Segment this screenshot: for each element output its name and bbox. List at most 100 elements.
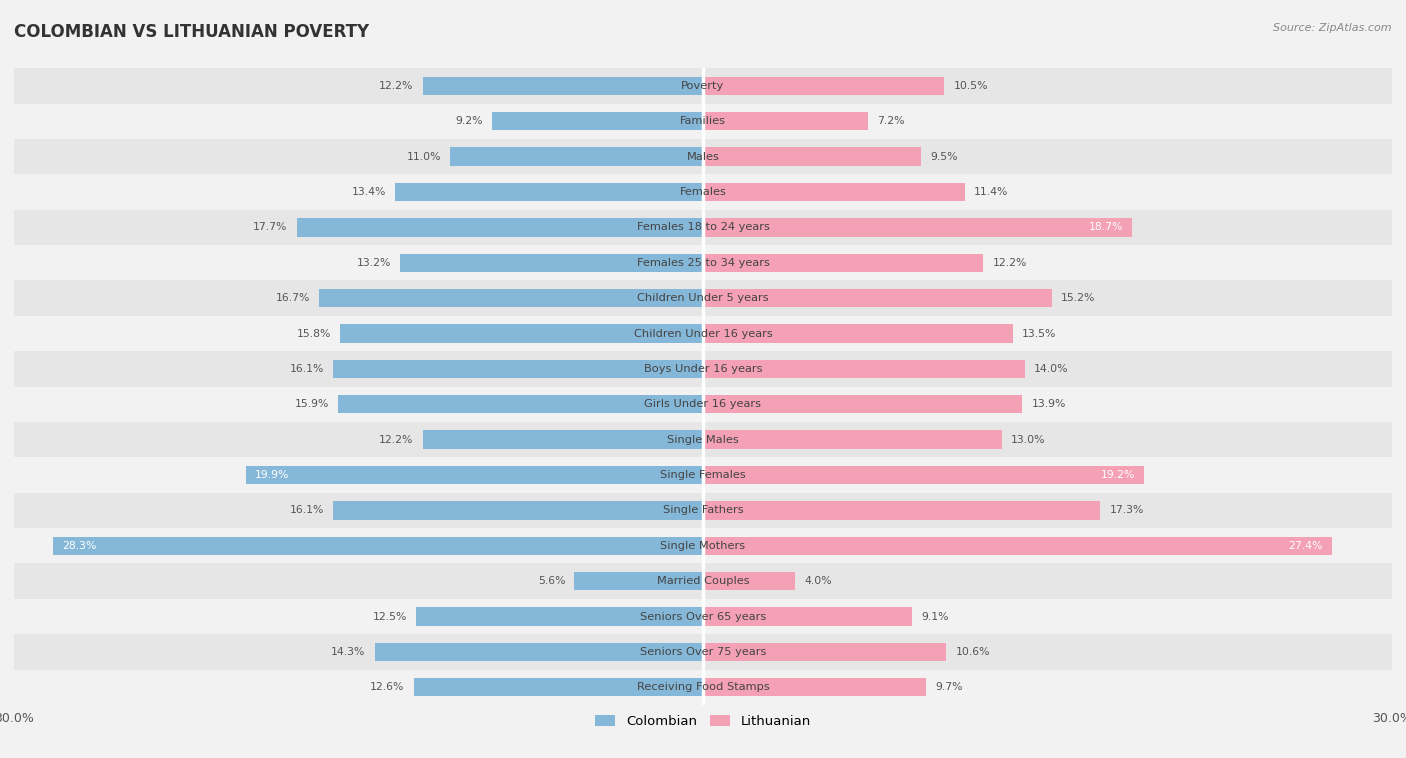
Bar xyxy=(14,422,1392,457)
Text: 12.2%: 12.2% xyxy=(380,434,413,445)
Bar xyxy=(703,183,965,201)
Bar xyxy=(319,289,703,307)
Text: 13.9%: 13.9% xyxy=(1032,399,1066,409)
Bar xyxy=(703,395,1022,413)
Text: 9.1%: 9.1% xyxy=(921,612,949,622)
Text: Single Males: Single Males xyxy=(666,434,740,445)
Bar xyxy=(14,669,1392,705)
Bar xyxy=(14,245,1392,280)
Bar xyxy=(395,183,703,201)
Bar xyxy=(14,139,1392,174)
Bar xyxy=(333,360,703,378)
Text: 28.3%: 28.3% xyxy=(62,540,97,551)
Bar xyxy=(703,218,1132,236)
Bar xyxy=(333,501,703,519)
Text: Boys Under 16 years: Boys Under 16 years xyxy=(644,364,762,374)
Text: 19.9%: 19.9% xyxy=(256,470,290,480)
Text: 7.2%: 7.2% xyxy=(877,116,905,127)
Text: Females 25 to 34 years: Females 25 to 34 years xyxy=(637,258,769,268)
Bar xyxy=(14,104,1392,139)
Text: Source: ZipAtlas.com: Source: ZipAtlas.com xyxy=(1274,23,1392,33)
Bar xyxy=(337,395,703,413)
Bar xyxy=(14,174,1392,210)
Bar xyxy=(14,351,1392,387)
Text: 10.6%: 10.6% xyxy=(956,647,990,657)
Bar xyxy=(14,528,1392,563)
Text: Females 18 to 24 years: Females 18 to 24 years xyxy=(637,222,769,233)
Bar xyxy=(14,599,1392,634)
Text: 18.7%: 18.7% xyxy=(1088,222,1123,233)
Text: 12.2%: 12.2% xyxy=(380,81,413,91)
Bar xyxy=(14,316,1392,351)
Text: 16.7%: 16.7% xyxy=(276,293,311,303)
Legend: Colombian, Lithuanian: Colombian, Lithuanian xyxy=(591,709,815,733)
Text: 14.3%: 14.3% xyxy=(330,647,366,657)
Text: Families: Families xyxy=(681,116,725,127)
Text: Single Fathers: Single Fathers xyxy=(662,506,744,515)
Bar xyxy=(703,466,1144,484)
Text: Single Mothers: Single Mothers xyxy=(661,540,745,551)
Bar xyxy=(14,634,1392,669)
Bar xyxy=(14,493,1392,528)
Bar xyxy=(14,457,1392,493)
Text: 11.0%: 11.0% xyxy=(406,152,441,161)
Text: Seniors Over 75 years: Seniors Over 75 years xyxy=(640,647,766,657)
Text: 15.2%: 15.2% xyxy=(1062,293,1095,303)
Text: 10.5%: 10.5% xyxy=(953,81,988,91)
Text: Poverty: Poverty xyxy=(682,81,724,91)
Bar xyxy=(703,112,869,130)
Text: 15.8%: 15.8% xyxy=(297,328,330,339)
Text: Males: Males xyxy=(686,152,720,161)
Text: 27.4%: 27.4% xyxy=(1289,540,1323,551)
Text: 11.4%: 11.4% xyxy=(974,187,1008,197)
Bar xyxy=(703,289,1052,307)
Text: 19.2%: 19.2% xyxy=(1101,470,1135,480)
Bar xyxy=(703,148,921,166)
Text: 12.5%: 12.5% xyxy=(373,612,406,622)
Text: 9.7%: 9.7% xyxy=(935,682,963,692)
Text: 12.6%: 12.6% xyxy=(370,682,405,692)
Bar xyxy=(14,210,1392,245)
Bar xyxy=(246,466,703,484)
Bar xyxy=(703,643,946,661)
Bar xyxy=(53,537,703,555)
Bar xyxy=(703,572,794,590)
Text: 12.2%: 12.2% xyxy=(993,258,1026,268)
Bar xyxy=(703,501,1101,519)
Bar xyxy=(399,254,703,272)
Text: 5.6%: 5.6% xyxy=(537,576,565,586)
Text: Girls Under 16 years: Girls Under 16 years xyxy=(644,399,762,409)
Text: 13.5%: 13.5% xyxy=(1022,328,1056,339)
Text: 17.7%: 17.7% xyxy=(253,222,287,233)
Text: COLOMBIAN VS LITHUANIAN POVERTY: COLOMBIAN VS LITHUANIAN POVERTY xyxy=(14,23,370,41)
Bar xyxy=(413,678,703,697)
Bar xyxy=(492,112,703,130)
Bar xyxy=(450,148,703,166)
Bar xyxy=(14,387,1392,422)
Bar xyxy=(374,643,703,661)
Bar xyxy=(423,431,703,449)
Bar xyxy=(14,563,1392,599)
Text: 14.0%: 14.0% xyxy=(1033,364,1069,374)
Text: 17.3%: 17.3% xyxy=(1109,506,1144,515)
Text: 4.0%: 4.0% xyxy=(804,576,832,586)
Bar xyxy=(14,280,1392,316)
Text: 15.9%: 15.9% xyxy=(294,399,329,409)
Text: 9.2%: 9.2% xyxy=(456,116,482,127)
Bar xyxy=(703,360,1025,378)
Text: Married Couples: Married Couples xyxy=(657,576,749,586)
Bar xyxy=(575,572,703,590)
Bar xyxy=(703,431,1001,449)
Bar xyxy=(703,324,1012,343)
Text: 13.2%: 13.2% xyxy=(356,258,391,268)
Text: 9.5%: 9.5% xyxy=(931,152,957,161)
Text: Children Under 16 years: Children Under 16 years xyxy=(634,328,772,339)
Bar xyxy=(703,77,945,95)
Text: Receiving Food Stamps: Receiving Food Stamps xyxy=(637,682,769,692)
Text: 16.1%: 16.1% xyxy=(290,364,323,374)
Bar xyxy=(703,607,912,625)
Bar xyxy=(297,218,703,236)
Bar xyxy=(416,607,703,625)
Text: 16.1%: 16.1% xyxy=(290,506,323,515)
Bar xyxy=(14,68,1392,104)
